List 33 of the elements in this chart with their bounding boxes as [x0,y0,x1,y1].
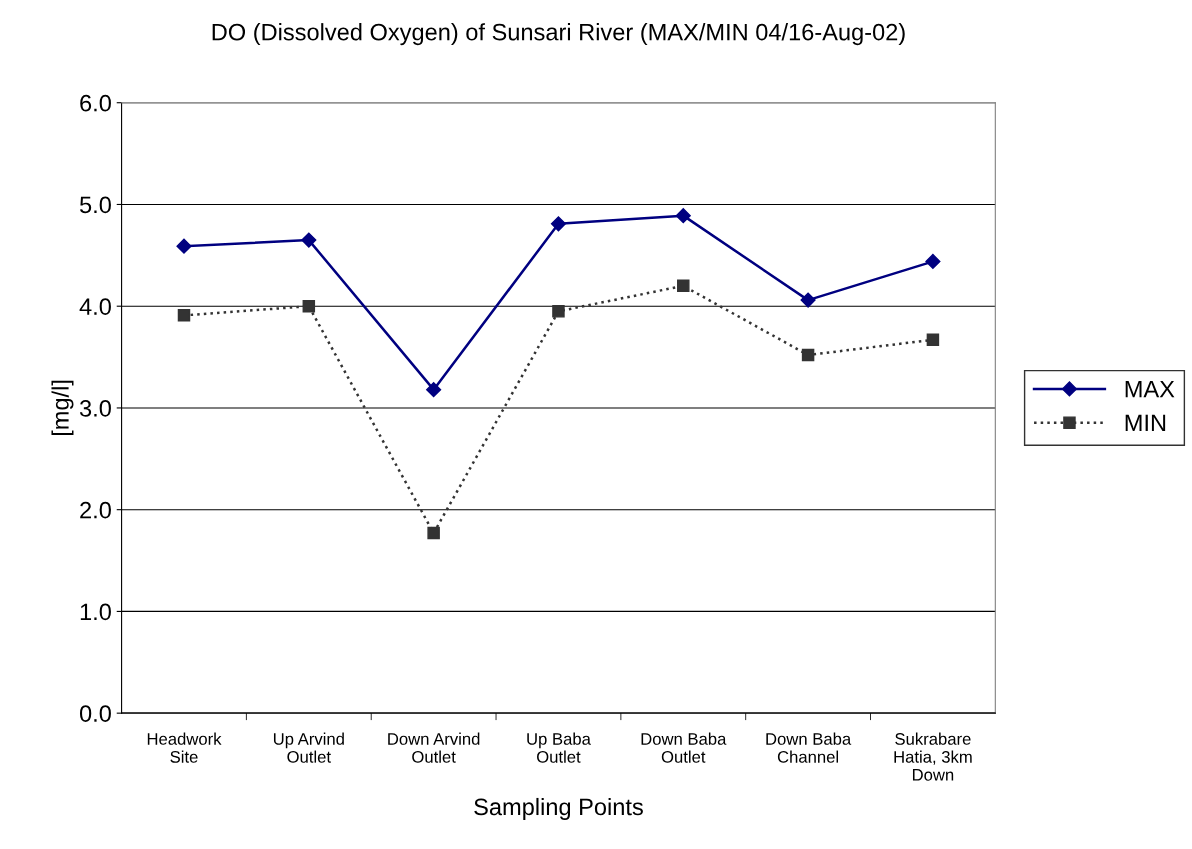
point [177,309,191,322]
x-tick-label: Up Baba Outlet [527,732,591,763]
y-tick-label: 1.0 [80,603,111,621]
legend-label: MIN [1125,414,1166,431]
legend-label: MAX [1125,380,1175,398]
point [801,348,815,362]
y-tick-label: 5.0 [79,196,111,214]
y-tick-label: 0.0 [79,705,111,722]
x-tick-label: Headwork Site [147,732,222,763]
x-tick-label: Down Baba Outlet [641,732,727,763]
point [677,279,690,293]
x-tick-label: Down Arvind Outlet [388,732,480,763]
point [552,305,565,318]
y-tick-label: 3.0 [79,400,111,417]
x-tick-label: Up Arvind Outlet [273,732,344,763]
chart-title: DO (Dissolved Oxygen) of Sunsari River (MAX/MIN 04/16-Aug-02) [212,23,905,46]
point [550,216,567,232]
point [926,333,940,347]
x-tick-label: Sukrabare Hatia, 3km Down [894,732,972,781]
y-axis-title: [mg/l] [51,380,74,436]
point [176,238,192,254]
x-tick-label: Down Baba Channel [766,732,852,763]
x-axis-title: Sampling Points [474,797,643,820]
point [302,299,316,313]
point [426,382,442,398]
y-tick-label: 2.0 [80,501,111,519]
point [427,526,440,540]
y-tick-label: 6.0 [80,94,111,112]
point [675,208,691,224]
y-tick-label: 4.0 [79,298,111,315]
point [925,253,941,270]
point [800,292,816,308]
point [301,232,317,248]
